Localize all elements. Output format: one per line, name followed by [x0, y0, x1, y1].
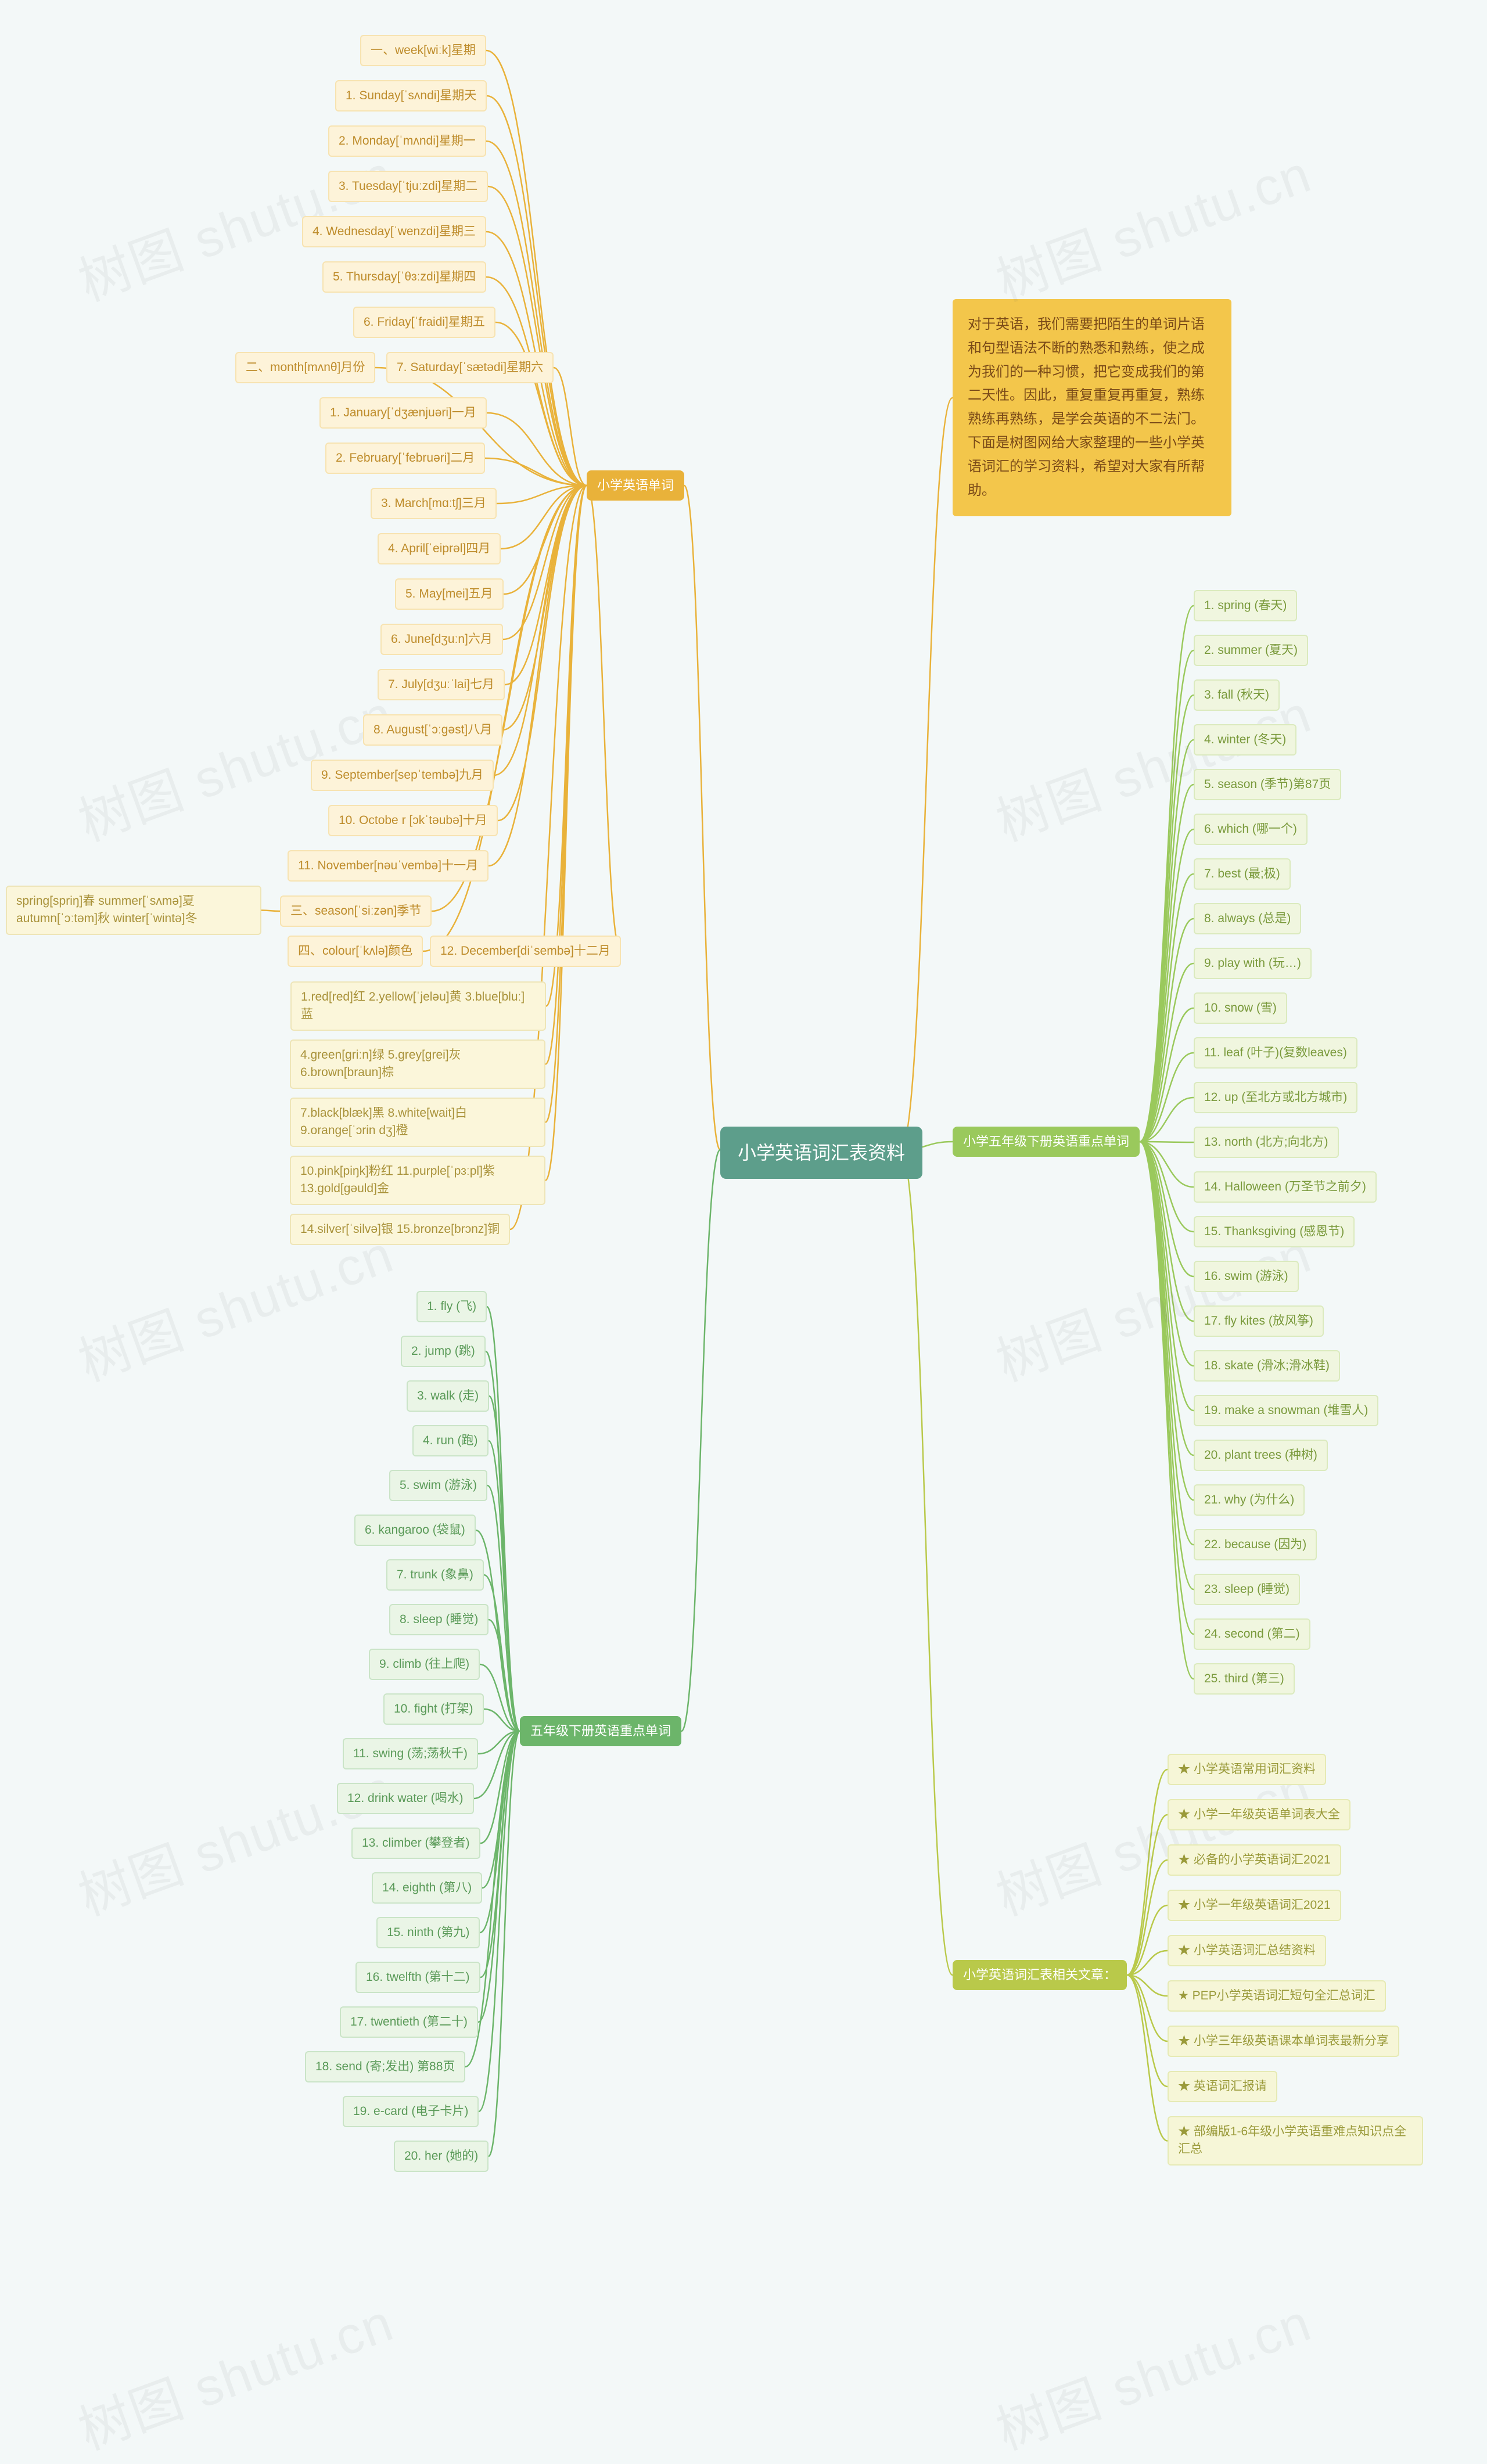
- tail-words-1: 4.green[griːn]绿 5.grey[grei]灰 6.brown[br…: [290, 1039, 545, 1089]
- leaf-grade5a-5: 6. kangaroo (袋鼠): [354, 1515, 476, 1546]
- branch-grade5a: 五年级下册英语重点单词: [520, 1716, 681, 1746]
- leaf-words-19-pre: spring[spriŋ]春 summer[ˈsʌmə]夏 autumn[ˈɔː…: [6, 886, 261, 935]
- leaf-words-5: 5. Thursday[ˈθɜːzdi]星期四: [322, 261, 486, 293]
- leaf-related-8: ★ 部编版1-6年级小学英语重难点知识点全汇总: [1168, 2116, 1423, 2166]
- leaf-related-3: ★ 小学一年级英语词汇2021: [1168, 1890, 1341, 1921]
- leaf-words-2: 2. Monday[ˈmʌndi]星期一: [328, 125, 486, 157]
- leaf-grade5a-17: 18. send (寄;发出) 第88页: [305, 2051, 465, 2082]
- leaf-grade5b-10: 11. leaf (叶子)(复数leaves): [1194, 1037, 1357, 1069]
- leaf-grade5b-14: 15. Thanksgiving (感恩节): [1194, 1216, 1355, 1247]
- leaf-grade5b-16: 17. fly kites (放风筝): [1194, 1305, 1324, 1337]
- branch-words: 小学英语单词: [587, 470, 684, 501]
- leaf-grade5a-2: 3. walk (走): [407, 1380, 489, 1412]
- leaf-grade5a-19: 20. her (她的): [394, 2141, 489, 2172]
- leaf-grade5b-24: 25. third (第三): [1194, 1663, 1295, 1695]
- leaf-grade5b-2: 3. fall (秋天): [1194, 679, 1280, 711]
- leaf-words-4: 4. Wednesday[ˈwenzdi]星期三: [302, 216, 486, 247]
- leaf-words-16: 9. September[sepˈtembə]九月: [311, 760, 494, 791]
- leaf-grade5a-9: 10. fight (打架): [383, 1693, 484, 1725]
- leaf-grade5b-0: 1. spring (春天): [1194, 590, 1297, 621]
- leaf-words-3: 3. Tuesday[ˈtjuːzdi]星期二: [328, 171, 488, 202]
- leaf-related-5: ★ PEP小学英语词汇短句全汇总词汇: [1168, 1980, 1386, 2012]
- leaf-related-4: ★ 小学英语词汇总结资料: [1168, 1935, 1326, 1966]
- leaf-grade5b-4: 5. season (季节)第87页: [1194, 769, 1341, 800]
- leaf-words-14: 7. July[dʒuːˈlai]七月: [378, 669, 505, 700]
- leaf-words-12: 5. May[mei]五月: [395, 578, 504, 610]
- leaf-related-1: ★ 小学一年级英语单词表大全: [1168, 1799, 1350, 1830]
- leaf-words-20: 四、colour[ˈkʌlə]颜色: [288, 936, 423, 967]
- leaf-grade5a-7: 8. sleep (睡觉): [389, 1604, 489, 1635]
- watermark: 树图 shutu.cn: [985, 132, 1320, 315]
- leaf-grade5b-9: 10. snow (雪): [1194, 992, 1287, 1024]
- leaf-grade5b-12: 13. north (北方;向北方): [1194, 1127, 1339, 1158]
- leaf-related-7: ★ 英语词汇报请: [1168, 2071, 1277, 2102]
- leaf-grade5b-18: 19. make a snowman (堆雪人): [1194, 1395, 1378, 1426]
- leaf-grade5a-13: 14. eighth (第八): [372, 1872, 482, 1904]
- leaf-grade5b-23: 24. second (第二): [1194, 1618, 1310, 1650]
- leaf-grade5b-13: 14. Halloween (万圣节之前夕): [1194, 1171, 1377, 1203]
- leaf-grade5b-21: 22. because (因为): [1194, 1529, 1317, 1560]
- leaf-grade5b-7: 8. always (总是): [1194, 903, 1301, 934]
- tail-words-4: 14.silver[ˈsilvə]银 15.bronze[brɔnz]铜: [290, 1214, 510, 1245]
- leaf-words-7: 二、month[mʌnθ]月份: [235, 352, 375, 383]
- leaf-words-17: 10. Octobe r [ɔkˈtəubə]十月: [328, 805, 498, 836]
- leaf-words-13: 6. June[dʒuːn]六月: [380, 624, 503, 655]
- leaf-related-2: ★ 必备的小学英语词汇2021: [1168, 1844, 1341, 1876]
- leaf-grade5a-10: 11. swing (荡;荡秋千): [343, 1738, 478, 1769]
- leaf-grade5a-1: 2. jump (跳): [401, 1336, 486, 1367]
- leaf-grade5a-11: 12. drink water (喝水): [337, 1783, 474, 1814]
- leaf-words-9: 2. February[ˈfebruəri]二月: [325, 443, 485, 474]
- leaf-grade5b-20: 21. why (为什么): [1194, 1484, 1305, 1516]
- leaf-words-18: 11. November[nəuˈvembə]十一月: [288, 850, 489, 882]
- leaf-words-0: 一、week[wiːk]星期: [360, 35, 486, 66]
- leaf-grade5a-6: 7. trunk (象鼻): [386, 1559, 484, 1591]
- leaf-related-0: ★ 小学英语常用词汇资料: [1168, 1754, 1326, 1785]
- leaf-words-11: 4. April[ˈeiprəl]四月: [378, 533, 501, 564]
- leaf-grade5a-4: 5. swim (游泳): [389, 1470, 487, 1501]
- leaf-related-6: ★ 小学三年级英语课本单词表最新分享: [1168, 2026, 1399, 2057]
- leaf-grade5b-8: 9. play with (玩…): [1194, 948, 1312, 979]
- leaf-grade5b-19: 20. plant trees (种树): [1194, 1440, 1328, 1471]
- branch-grade5b: 小学五年级下册英语重点单词: [953, 1127, 1140, 1157]
- leaf-words-6: 6. Friday[ˈfraidi]星期五: [353, 307, 495, 338]
- watermark: 树图 shutu.cn: [985, 2280, 1320, 2464]
- tail-words-2: 7.black[blæk]黑 8.white[wait]白 9.orange[ˈ…: [290, 1098, 545, 1147]
- leaf-grade5b-17: 18. skate (滑冰;滑冰鞋): [1194, 1350, 1340, 1382]
- leaf-words-20-extra: 12. December[diˈsembə]十二月: [430, 936, 621, 967]
- leaf-words-1: 1. Sunday[ˈsʌndi]星期天: [335, 80, 487, 111]
- tail-words-0: 1.red[red]红 2.yellow[ˈjeləu]黄 3.blue[blu…: [290, 981, 546, 1031]
- intro-callout: 对于英语，我们需要把陌生的单词片语和句型语法不断的熟悉和熟练，使之成为我们的一种…: [953, 299, 1231, 516]
- watermark: 树图 shutu.cn: [67, 2280, 402, 2464]
- leaf-grade5b-11: 12. up (至北方或北方城市): [1194, 1082, 1357, 1113]
- leaf-words-19: 三、season[ˈsiːzən]季节: [280, 895, 432, 927]
- leaf-grade5b-15: 16. swim (游泳): [1194, 1261, 1299, 1292]
- leaf-grade5a-18: 19. e-card (电子卡片): [343, 2096, 479, 2127]
- leaf-grade5a-8: 9. climb (往上爬): [369, 1649, 480, 1680]
- leaf-grade5b-6: 7. best (最;极): [1194, 858, 1291, 890]
- leaf-grade5b-3: 4. winter (冬天): [1194, 724, 1296, 756]
- leaf-grade5a-15: 16. twelfth (第十二): [355, 1962, 480, 1993]
- leaf-grade5b-1: 2. summer (夏天): [1194, 635, 1308, 666]
- leaf-grade5a-3: 4. run (跑): [412, 1425, 489, 1456]
- leaf-grade5b-22: 23. sleep (睡觉): [1194, 1574, 1300, 1605]
- leaf-grade5b-5: 6. which (哪一个): [1194, 814, 1308, 845]
- branch-related: 小学英语词汇表相关文章：: [953, 1960, 1127, 1990]
- leaf-grade5a-16: 17. twentieth (第二十): [340, 2006, 478, 2038]
- leaf-words-8: 1. January[ˈdʒænjuəri]一月: [319, 397, 487, 429]
- leaf-grade5a-12: 13. climber (攀登者): [351, 1828, 480, 1859]
- leaf-grade5a-14: 15. ninth (第九): [376, 1917, 480, 1948]
- leaf-grade5a-0: 1. fly (飞): [416, 1291, 487, 1322]
- root-node: 小学英语词汇表资料: [720, 1127, 922, 1179]
- leaf-words-15: 8. August[ˈɔːgəst]八月: [363, 714, 502, 746]
- tail-words-3: 10.pink[piŋk]粉红 11.purple[ˈpɜːpl]紫 13.go…: [290, 1156, 545, 1205]
- leaf-words-10: 3. March[mɑːtʃ]三月: [371, 488, 497, 519]
- leaf-words-7-extra: 7. Saturday[ˈsætədi]星期六: [386, 352, 554, 383]
